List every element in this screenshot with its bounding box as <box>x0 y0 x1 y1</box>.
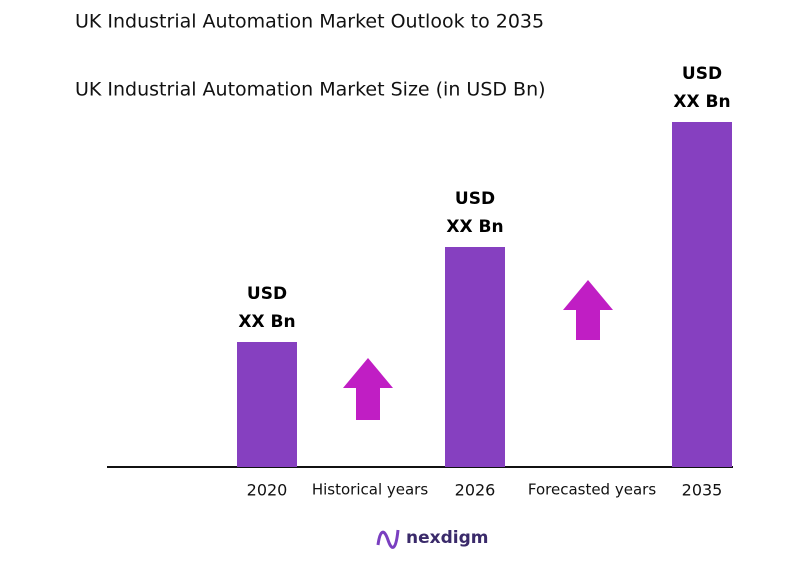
arrow <box>563 280 613 340</box>
bar <box>672 122 732 467</box>
annotation: Historical years <box>312 481 428 499</box>
arrow <box>343 358 393 420</box>
logo-text: nexdigm <box>406 528 488 548</box>
annotation: Forecasted years <box>528 481 656 499</box>
chart-title: UK Industrial Automation Market Outlook … <box>75 11 544 33</box>
logo-icon <box>376 529 400 549</box>
x-tick-label: 2020 <box>247 481 288 500</box>
value-label: USD XX Bn <box>673 64 731 112</box>
bar <box>445 247 505 467</box>
x-tick-label: 2026 <box>455 481 496 500</box>
x-tick-label: 2035 <box>682 481 723 500</box>
value-label: USD XX Bn <box>238 284 296 332</box>
value-label: USD XX Bn <box>446 189 504 237</box>
bar <box>237 342 297 467</box>
chart-subtitle: UK Industrial Automation Market Size (in… <box>75 79 546 101</box>
